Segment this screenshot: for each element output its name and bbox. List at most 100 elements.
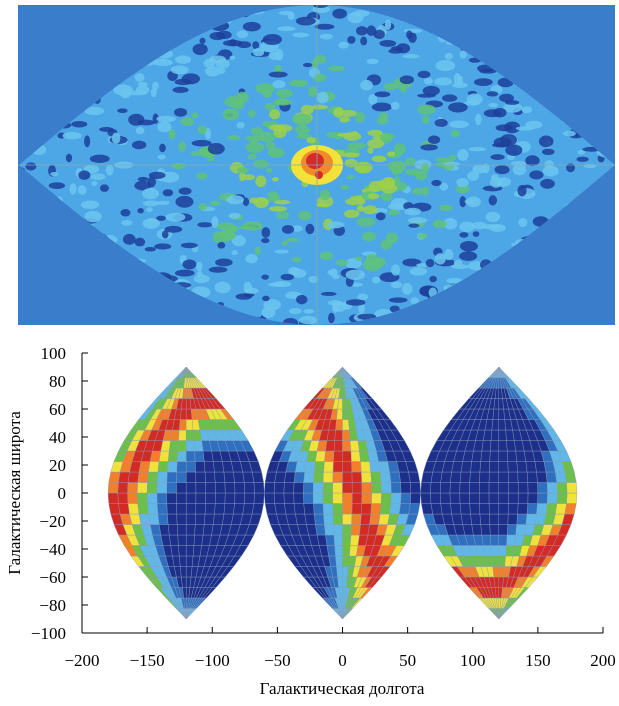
sky-blob: [292, 32, 310, 38]
map-cell: [545, 503, 558, 515]
sky-blob: [315, 202, 327, 208]
sky-blob: [525, 155, 540, 166]
map-cell: [498, 534, 508, 546]
x-tick-label: 50: [399, 651, 416, 670]
map-cell: [158, 524, 170, 536]
map-cell: [205, 492, 216, 504]
y-tick-label: −40: [39, 540, 66, 559]
map-cell: [204, 513, 215, 525]
sky-blob: [490, 154, 505, 161]
map-cell: [459, 482, 470, 494]
map-cell: [342, 492, 353, 504]
map-cell: [351, 482, 363, 494]
map-cell: [489, 450, 499, 462]
map-cell: [370, 503, 382, 515]
map-cell: [351, 503, 363, 515]
map-cell: [304, 513, 316, 525]
map-cell: [526, 471, 538, 483]
map-cell: [137, 482, 148, 494]
map-cell: [525, 461, 537, 473]
map-cell: [430, 482, 441, 494]
map-cell: [342, 555, 350, 567]
map-cell: [469, 503, 481, 515]
map-cell: [342, 545, 351, 557]
sky-blob: [485, 211, 501, 223]
sky-blob: [203, 58, 216, 68]
sky-blob: [373, 29, 385, 40]
sky-blob: [380, 132, 393, 144]
map-cell: [481, 440, 492, 452]
sky-blob: [382, 176, 396, 189]
sky-blob: [417, 104, 436, 115]
sky-blob: [142, 218, 160, 229]
map-cell: [322, 503, 334, 515]
sky-blob: [180, 117, 195, 127]
map-cell: [342, 482, 353, 494]
sky-map-image: [18, 5, 615, 325]
sky-blob: [162, 189, 174, 197]
sky-blob: [91, 180, 98, 187]
sky-blob: [383, 82, 397, 91]
sky-blob: [90, 173, 106, 181]
map-cell: [335, 555, 343, 567]
map-cell: [252, 471, 264, 483]
map-cell: [185, 419, 194, 431]
sky-blob: [197, 125, 207, 135]
sky-blob: [421, 115, 430, 124]
map-cell: [127, 503, 140, 515]
sky-blob: [347, 36, 356, 44]
sky-blob: [291, 268, 307, 278]
x-tick-label: 100: [460, 651, 486, 670]
sky-blob: [483, 109, 502, 118]
sky-blob: [517, 184, 527, 197]
map-cell: [498, 471, 509, 483]
sky-blob: [272, 99, 293, 106]
map-cell: [491, 419, 499, 431]
map-cell: [369, 461, 381, 473]
map-cell: [342, 534, 352, 546]
map-cell: [137, 471, 149, 483]
map-cell: [336, 408, 343, 420]
map-cell: [185, 482, 197, 494]
sky-blob: [252, 41, 260, 50]
map-cell: [333, 440, 343, 452]
map-cell: [527, 492, 539, 504]
sky-blob: [420, 144, 438, 151]
map-cell: [342, 471, 353, 483]
sky-blob: [303, 308, 315, 314]
sky-blob: [319, 189, 331, 201]
sky-blob: [444, 52, 453, 60]
sky-blob: [136, 119, 156, 126]
map-cell: [158, 450, 170, 462]
sky-blob: [255, 175, 267, 188]
sky-blob: [482, 163, 490, 174]
map-cell: [273, 492, 285, 504]
sky-blob: [65, 153, 73, 163]
map-cell: [127, 492, 138, 504]
map-cell: [127, 482, 138, 494]
sky-blob: [371, 155, 387, 163]
map-cell: [157, 513, 169, 525]
sky-blob: [182, 259, 197, 270]
sky-blob: [360, 79, 373, 91]
map-cell: [195, 503, 206, 515]
sky-blob: [402, 54, 420, 59]
y-tick-label: 20: [49, 456, 66, 475]
map-cell: [312, 482, 324, 494]
map-cell: [469, 492, 480, 504]
sky-blob: [357, 293, 369, 301]
sky-blob: [410, 297, 419, 305]
y-tick-label: 40: [49, 428, 66, 447]
map-cell: [516, 513, 528, 525]
map-cell: [410, 482, 421, 494]
map-cell: [479, 492, 490, 504]
map-cell: [470, 513, 481, 525]
map-cell: [439, 492, 451, 504]
map-cell: [166, 492, 177, 504]
sky-blob: [368, 94, 378, 105]
sky-blob: [459, 221, 475, 232]
map-cell: [489, 513, 499, 525]
sky-blob: [521, 106, 533, 114]
sky-blob: [237, 41, 252, 49]
sky-blob: [261, 227, 271, 238]
